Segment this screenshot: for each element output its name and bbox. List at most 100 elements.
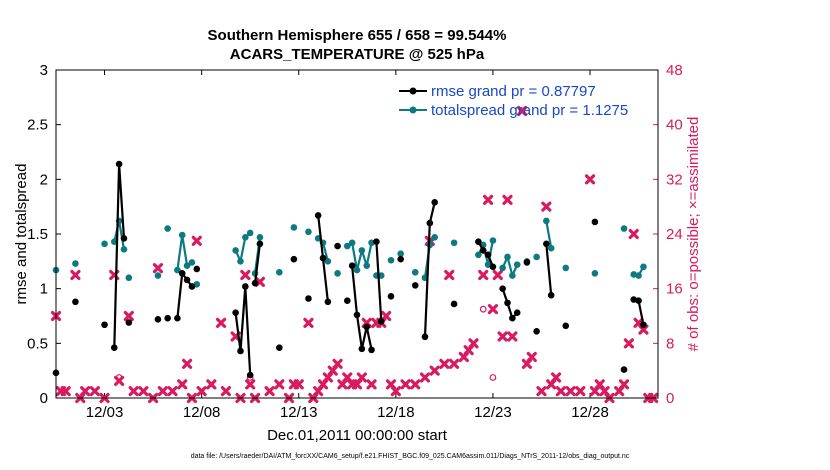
totalspread-point [543, 217, 550, 225]
totalspread-point [120, 246, 128, 253]
totalspread-point [640, 263, 647, 271]
rmse-point [533, 328, 540, 335]
x-tick-label: 12/28 [571, 404, 609, 421]
y-right-tick-label: 40 [666, 117, 683, 134]
rmse-point [509, 314, 516, 322]
y-left-tick-label: 3 [40, 62, 48, 79]
x-tick-label: 12/13 [280, 404, 318, 421]
obs-assimilated-marker [439, 358, 450, 369]
totalspread-point [411, 268, 419, 276]
rmse-point [115, 160, 123, 168]
totalspread-point [475, 251, 482, 259]
obs-assimilated-marker [60, 386, 71, 397]
y-right-tick-label: 0 [666, 390, 674, 407]
obs-assimilated-marker [638, 324, 649, 335]
totalspread-point [363, 262, 371, 270]
totalspread-point [387, 256, 395, 264]
rmse-line [545, 243, 553, 296]
obs-possible-marker [489, 374, 497, 381]
obs-assimilated-marker [70, 269, 81, 281]
totalspread-point [237, 258, 244, 265]
obs-assimilated-marker [482, 194, 494, 205]
y-axis-left-label: rmse and totalspread [13, 164, 30, 305]
obs-assimilated-marker [400, 379, 411, 390]
rmse-point [479, 247, 487, 254]
totalspread-point [591, 270, 599, 277]
x-tick-label: 12/03 [86, 404, 124, 421]
legend: rmse grand pr = 0.87797 totalspread gran… [399, 83, 628, 119]
y-right-tick-label: 32 [666, 171, 683, 188]
totalspread-point [72, 260, 79, 267]
rmse-point [368, 346, 375, 354]
rmse-point [431, 198, 438, 206]
rmse-point [237, 347, 244, 355]
totalspread-point [450, 239, 458, 247]
x-axis-label: Dec.01,2011 00:00:00 start [267, 427, 448, 444]
rmse-line [176, 272, 193, 319]
rmse-line [234, 285, 252, 376]
totalspread-point [232, 247, 239, 254]
totalspread-point [562, 264, 570, 272]
totalspread-point [305, 228, 312, 236]
obs-assimilated-marker [157, 386, 168, 397]
obs-assimilated-marker [541, 201, 552, 212]
chart-title-line-1: Southern Hemisphere 655 / 658 = 99.544% [208, 27, 507, 44]
obs-assimilated-marker [128, 386, 139, 397]
totalspread-line [545, 220, 553, 249]
rmse-point [319, 254, 327, 262]
obs-assimilated-marker [628, 228, 639, 240]
obs-assimilated-marker [89, 386, 100, 397]
rmse-point [397, 255, 404, 263]
rmse-point [246, 371, 254, 379]
y-left-tick-label: 1.5 [27, 226, 48, 243]
obs-assimilated-marker [410, 379, 421, 390]
totalspread-point [489, 237, 497, 244]
totalspread-point [504, 253, 511, 261]
x-tick-label: 12/23 [474, 404, 512, 421]
rmse-point [188, 283, 196, 290]
obs-assimilated-marker [507, 331, 518, 342]
rmse-point [174, 314, 181, 322]
rmse-point [334, 242, 341, 250]
totalspread-point [513, 261, 521, 268]
y-right-tick-label: 8 [666, 335, 674, 352]
obs-assimilated-marker [356, 372, 367, 383]
rmse-point [499, 285, 506, 292]
obs-assimilated-marker [303, 317, 314, 328]
totalspread-point [353, 266, 361, 274]
rmse-point [314, 212, 322, 219]
totalspread-point [110, 238, 118, 245]
rmse-point [256, 240, 264, 248]
obs-assimilated-marker [123, 310, 134, 322]
totalspread-point [343, 242, 351, 250]
rmse-point [426, 219, 434, 227]
data-file-footer: data file: /Users/raeder/DAI/ATM_forcXX/… [191, 453, 630, 460]
obs-assimilated-marker [181, 358, 193, 369]
obs-assimilated-marker [444, 269, 455, 281]
rmse-point [358, 345, 366, 353]
rmse-point [164, 314, 171, 322]
rmse-point [101, 321, 108, 329]
y-left-tick-label: 2 [40, 171, 48, 188]
rmse-point [489, 263, 497, 271]
obs-assimilated-marker [215, 317, 227, 328]
totalspread-point [154, 272, 162, 279]
rmse-point [373, 238, 380, 245]
totalspread-point [276, 268, 283, 276]
legend-rmse-label: rmse grand pr = 0.87797 [431, 83, 596, 100]
legend-rmse-marker [409, 87, 417, 95]
totalspread-point [620, 225, 628, 232]
legend-spread-label: totalspread grand pr = 1.1275 [431, 102, 628, 119]
totalspread-point [246, 229, 254, 237]
rmse-point [484, 251, 492, 259]
rmse-point [562, 322, 570, 330]
obs-assimilated-marker [152, 263, 164, 274]
rmse-point [513, 309, 521, 317]
rmse-point [251, 279, 259, 287]
totalspread-point [348, 239, 356, 247]
totalspread-point [499, 264, 506, 272]
totalspread-point [178, 231, 186, 239]
obs-assimilated-marker [623, 338, 634, 349]
rmse-point [120, 235, 128, 242]
totalspread-point [290, 224, 298, 231]
